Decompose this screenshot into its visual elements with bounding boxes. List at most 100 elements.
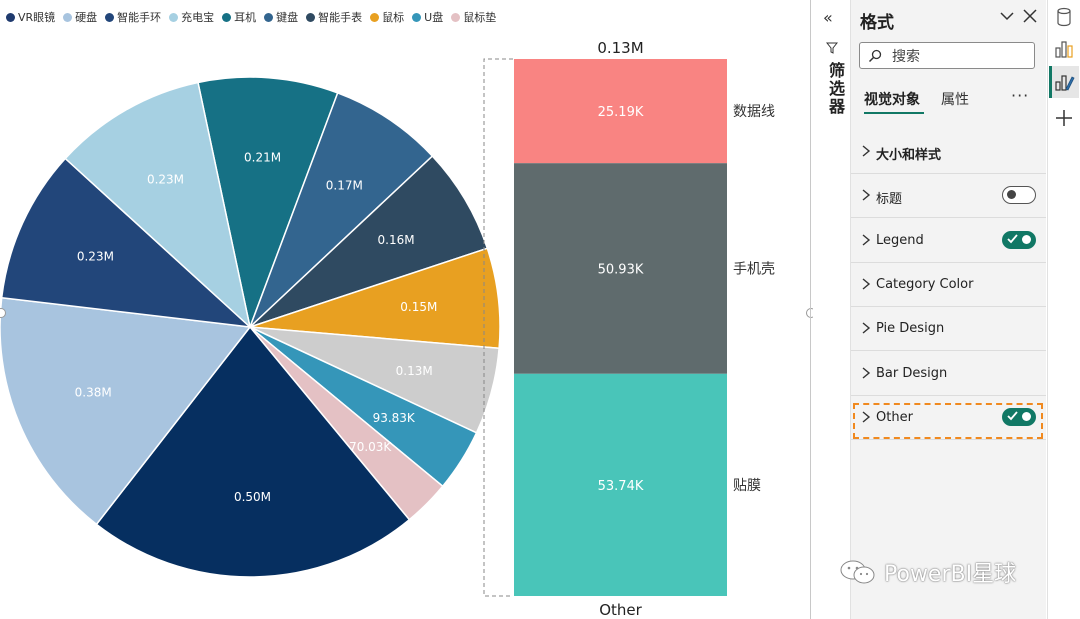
chevron-right-icon bbox=[862, 234, 871, 246]
legend-item[interactable]: U盘 bbox=[412, 9, 443, 25]
format-section[interactable]: Pie Design bbox=[851, 307, 1046, 352]
pane-switcher bbox=[1047, 0, 1080, 619]
bar-segment bbox=[514, 163, 727, 374]
legend-label: 充电宝 bbox=[181, 11, 215, 24]
format-section[interactable]: Other bbox=[851, 396, 1046, 440]
legend-marker bbox=[451, 12, 461, 22]
bar-axis-label: Other bbox=[599, 601, 642, 619]
watermark: PowerBI星球 bbox=[838, 556, 1016, 588]
pie-data-label: 70.03K bbox=[349, 440, 392, 454]
bar-total-label: 0.13M bbox=[597, 39, 643, 57]
bar-category-label: 数据线 bbox=[733, 104, 775, 120]
section-label: Pie Design bbox=[876, 321, 945, 337]
toggle-switch[interactable] bbox=[1002, 230, 1036, 249]
legend-item[interactable]: 智能手环 bbox=[105, 9, 161, 25]
chevron-right-icon bbox=[862, 278, 871, 290]
format-section[interactable]: Bar Design bbox=[851, 352, 1046, 396]
search-box[interactable] bbox=[859, 42, 1035, 69]
toggle-switch[interactable] bbox=[1002, 186, 1036, 205]
legend-label: 耳机 bbox=[234, 11, 257, 24]
check-icon bbox=[1007, 411, 1018, 421]
legend-marker bbox=[370, 12, 380, 22]
pie-data-label: 93.83K bbox=[373, 411, 416, 425]
legend-item[interactable]: 充电宝 bbox=[169, 9, 214, 25]
legend-marker bbox=[412, 12, 422, 22]
bar-category-label: 手机壳 bbox=[733, 261, 775, 278]
pie-data-label: 0.15M bbox=[400, 300, 437, 314]
left-resize-handle[interactable] bbox=[0, 308, 6, 318]
add-icon[interactable] bbox=[1053, 107, 1075, 129]
legend-item[interactable]: 键盘 bbox=[264, 9, 298, 25]
database-icon[interactable] bbox=[1053, 6, 1075, 28]
pie-data-label: 0.16M bbox=[378, 233, 415, 247]
bar-data-label: 50.93K bbox=[598, 263, 644, 278]
bar-data-label: 53.74K bbox=[598, 479, 644, 494]
toggle-switch[interactable] bbox=[1002, 407, 1036, 426]
section-label: Legend bbox=[876, 232, 924, 248]
collapse-filters-icon[interactable]: « bbox=[823, 8, 833, 27]
pie-data-label: 0.17M bbox=[326, 179, 363, 193]
chevron-right-icon bbox=[862, 189, 871, 201]
legend-item[interactable]: 鼠标垫 bbox=[451, 9, 496, 25]
filters-label[interactable]: 筛选器 bbox=[826, 62, 845, 116]
legend-label: U盘 bbox=[424, 11, 444, 24]
section-label: Category Color bbox=[876, 276, 974, 292]
pie-slice bbox=[249, 91, 434, 328]
active-tab-indicator bbox=[864, 112, 924, 114]
pie-data-label: 0.38M bbox=[75, 386, 112, 400]
tab-general[interactable]: 属性 bbox=[941, 92, 969, 108]
bar-segment bbox=[514, 373, 727, 596]
pie-data-label: 0.23M bbox=[77, 249, 114, 263]
legend-item[interactable]: 硬盘 bbox=[63, 9, 97, 25]
format-section[interactable]: Category Color bbox=[851, 263, 1046, 307]
toggle-knob bbox=[1022, 234, 1031, 244]
legend-item[interactable]: 耳机 bbox=[222, 9, 256, 25]
toggle-knob bbox=[1007, 190, 1016, 200]
legend-marker bbox=[63, 12, 73, 22]
close-icon[interactable] bbox=[1023, 9, 1037, 23]
legend-label: 硬盘 bbox=[75, 11, 98, 24]
pie-slice bbox=[0, 157, 253, 329]
legend-item[interactable]: 智能手表 bbox=[306, 9, 362, 25]
format-pane-title: 格式 bbox=[860, 13, 894, 33]
legend-marker bbox=[222, 12, 232, 22]
legend-label: 智能手环 bbox=[117, 11, 162, 24]
more-options-icon[interactable]: ··· bbox=[1011, 86, 1030, 105]
legend-label: VR眼镜 bbox=[18, 11, 56, 24]
section-label: 大小和样式 bbox=[876, 148, 942, 163]
connector-line bbox=[483, 58, 513, 597]
tab-visual[interactable]: 视觉对象 bbox=[864, 92, 920, 108]
search-icon bbox=[868, 49, 882, 63]
legend-item[interactable]: VR眼镜 bbox=[6, 9, 55, 25]
format-section[interactable]: 标题 bbox=[851, 174, 1046, 219]
build-visual-icon[interactable] bbox=[1053, 38, 1075, 60]
pie-data-label: 0.23M bbox=[147, 173, 184, 187]
section-label: Bar Design bbox=[876, 365, 948, 381]
pie-bar-chart: 0.21M 0.17M 0.16M 0.15M 0.13M 93.83K 70.03K 0.5… bbox=[0, 39, 775, 619]
funnel-icon bbox=[826, 42, 838, 54]
filter-pane[interactable]: « 筛选器 bbox=[813, 0, 851, 619]
legend-label: 键盘 bbox=[276, 11, 299, 24]
pie-slice bbox=[197, 76, 339, 330]
toggle-knob bbox=[1022, 411, 1031, 421]
chevron-right-icon bbox=[862, 145, 871, 157]
chart-legend: VR眼镜 硬盘 智能手环 充电宝 耳机 键盘 智能手表 鼠标 U盘 鼠标垫 bbox=[6, 9, 504, 25]
chevron-right-icon bbox=[862, 322, 871, 334]
format-visual-icon[interactable] bbox=[1053, 71, 1075, 93]
legend-marker bbox=[169, 12, 179, 22]
chevron-right-icon bbox=[862, 411, 871, 423]
legend-label: 鼠标 bbox=[382, 11, 405, 24]
format-section[interactable]: 大小和样式 bbox=[851, 130, 1046, 174]
legend-label: 智能手表 bbox=[318, 11, 363, 24]
search-input[interactable] bbox=[890, 46, 1034, 67]
watermark-text: PowerBI星球 bbox=[884, 562, 1017, 587]
section-label: Other bbox=[876, 409, 913, 425]
legend-item[interactable]: 鼠标 bbox=[370, 9, 404, 25]
pie-data-label: 0.50M bbox=[234, 490, 271, 504]
chevron-down-icon[interactable] bbox=[999, 8, 1015, 24]
chart-visual[interactable]: VR眼镜 硬盘 智能手环 充电宝 耳机 键盘 智能手表 鼠标 U盘 鼠标垫 0.21M 0.17M 0… bbox=[0, 0, 816, 619]
format-section[interactable]: Legend bbox=[851, 219, 1046, 263]
format-pane-tab-active bbox=[1049, 66, 1079, 98]
wechat-logo-icon bbox=[840, 560, 875, 584]
